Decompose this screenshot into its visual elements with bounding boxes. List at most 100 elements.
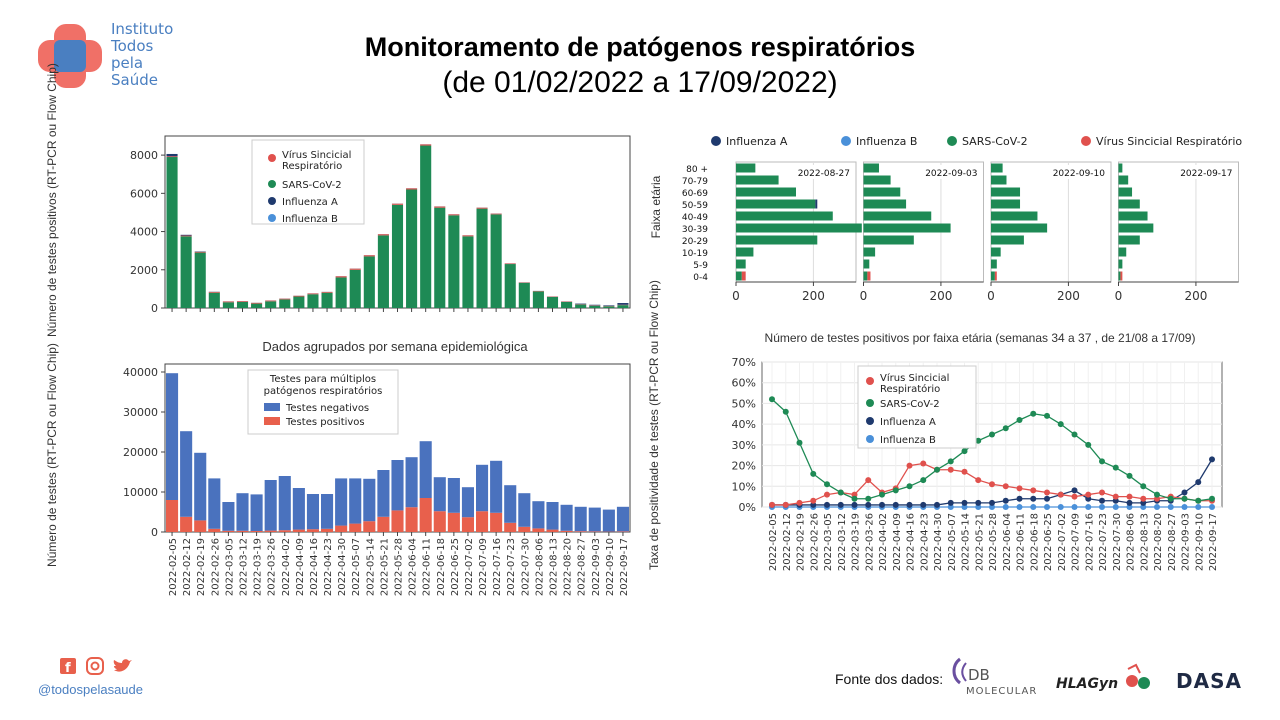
bar-positive — [518, 526, 531, 532]
y-tick-label: 30000 — [123, 406, 158, 419]
bar-v-rus-sincicial-respirat-rio — [180, 235, 192, 237]
bar-sars-cov-2 — [863, 247, 876, 257]
point-influenza-a — [824, 501, 830, 508]
y-tick-label: 2000 — [130, 264, 158, 277]
x-tick-label: 2022-03-12 — [837, 513, 848, 571]
bar-positive — [461, 517, 474, 532]
point-v-rus-sincicial-respirat-rio — [989, 481, 995, 488]
bar-positive — [264, 530, 277, 532]
bar-v-rus-sincicial-respirat-rio — [279, 298, 291, 300]
bar-v-rus-sincicial-respirat-rio — [504, 263, 516, 265]
legend-marker — [841, 136, 851, 146]
x-tick-label: 2022-08-27 — [577, 538, 588, 596]
bar-v-rus-sincicial-respirat-rio — [236, 301, 249, 302]
hlagyn-logo: HLAGyn — [1056, 663, 1150, 692]
point-influenza-a — [1044, 495, 1050, 502]
legend-label: Influenza B — [282, 214, 338, 225]
bar-influenza-a — [589, 304, 601, 306]
data-source-label: Fonte dos dados: — [835, 671, 944, 687]
point-influenza-a — [879, 501, 885, 508]
point-influenza-b — [1167, 504, 1174, 510]
x-tick-label: 2022-07-02 — [1057, 513, 1068, 571]
x-tick-label: 2022-06-25 — [1043, 513, 1054, 571]
bar-sars-cov-2 — [863, 271, 868, 281]
bar-positive — [588, 531, 601, 532]
point-sars-cov-2 — [947, 458, 954, 465]
bar-v-rus-sincicial-respirat-rio — [166, 156, 178, 158]
bar-rsv — [1120, 271, 1123, 281]
bar-negative — [306, 494, 319, 530]
point-influenza-a — [1002, 497, 1009, 504]
point-influenza-a — [947, 499, 954, 506]
bar-negative — [194, 452, 207, 521]
point-influenza-a — [989, 499, 995, 506]
bar-sars-cov-2 — [1118, 175, 1129, 185]
point-sars-cov-2 — [865, 495, 872, 502]
point-sars-cov-2 — [1195, 497, 1202, 504]
bar-sars-cov-2 — [420, 145, 432, 308]
svg-text:DB: DB — [968, 666, 990, 684]
facebook-icon[interactable]: f — [60, 658, 76, 676]
bar-sars-cov-2 — [991, 235, 1024, 245]
logo — [38, 24, 108, 94]
point-v-rus-sincicial-respirat-rio — [1154, 495, 1160, 502]
bar-positive — [476, 511, 489, 532]
bar-positive — [349, 523, 362, 532]
bar-influenza-a — [180, 234, 192, 236]
bar-negative — [377, 470, 390, 517]
bar-sars-cov-2 — [448, 215, 460, 308]
bar-v-rus-sincicial-respirat-rio — [194, 251, 206, 253]
bar-negative — [433, 477, 446, 512]
bar-sars-cov-2 — [194, 252, 206, 308]
point-sars-cov-2 — [1126, 472, 1133, 479]
bar-sars-cov-2 — [991, 211, 1038, 221]
bar-positive — [180, 516, 193, 532]
bar-sars-cov-2 — [532, 291, 544, 308]
bar-positive — [433, 511, 446, 532]
bar-negative — [236, 493, 249, 531]
point-influenza-b — [1195, 504, 1202, 510]
bar-v-rus-sincicial-respirat-rio — [377, 234, 389, 236]
legend-label: Testes positivos — [285, 417, 365, 428]
point-sars-cov-2 — [975, 437, 982, 444]
partner-logos: DB MOLECULAR HLAGyn DASA — [950, 655, 1250, 705]
bar-sars-cov-2 — [736, 247, 754, 257]
bar-sars-cov-2 — [434, 207, 446, 308]
instagram-icon[interactable] — [86, 657, 104, 675]
svg-text:HLAGyn: HLAGyn — [1056, 676, 1118, 692]
point-influenza-b — [1140, 504, 1147, 510]
point-sars-cov-2 — [837, 489, 844, 496]
y-tick-label: 10000 — [123, 486, 158, 499]
x-tick-label: 2022-06-18 — [1029, 513, 1040, 571]
point-influenza-a — [1099, 497, 1105, 504]
twitter-icon[interactable] — [113, 659, 132, 672]
bar-v-rus-sincicial-respirat-rio — [434, 206, 446, 208]
bar-positive — [616, 531, 629, 532]
point-sars-cov-2 — [1071, 431, 1078, 438]
point-sars-cov-2 — [1030, 410, 1037, 417]
panel-label-bg — [796, 165, 854, 179]
point-v-rus-sincicial-respirat-rio — [906, 462, 913, 469]
point-v-rus-sincicial-respirat-rio — [851, 491, 858, 498]
bar-sars-cov-2 — [236, 301, 249, 308]
point-v-rus-sincicial-respirat-rio — [1085, 491, 1092, 498]
point-sars-cov-2 — [1140, 483, 1147, 490]
bar-sars-cov-2 — [406, 189, 418, 308]
bar-sars-cov-2 — [1118, 211, 1148, 221]
x-tick-label: 2022-03-05 — [224, 538, 235, 596]
point-v-rus-sincicial-respirat-rio — [810, 497, 817, 504]
y-tick-label: 4000 — [130, 226, 158, 239]
bar-sars-cov-2 — [307, 294, 319, 308]
bar-negative — [335, 478, 348, 526]
legend-marker — [866, 377, 874, 385]
x-tick-label: 2022-09-17 — [1208, 513, 1219, 571]
bar-positive — [363, 521, 376, 532]
bar-positive — [377, 516, 390, 532]
bar-positive — [419, 498, 432, 532]
x-tick-label: 2022-06-04 — [1002, 513, 1013, 571]
point-sars-cov-2 — [989, 431, 995, 438]
social-handle[interactable]: @todospelasaude — [38, 682, 143, 697]
y-tick-label: 70% — [732, 356, 756, 369]
point-influenza-a — [865, 501, 872, 508]
bar-sars-cov-2 — [736, 187, 796, 197]
